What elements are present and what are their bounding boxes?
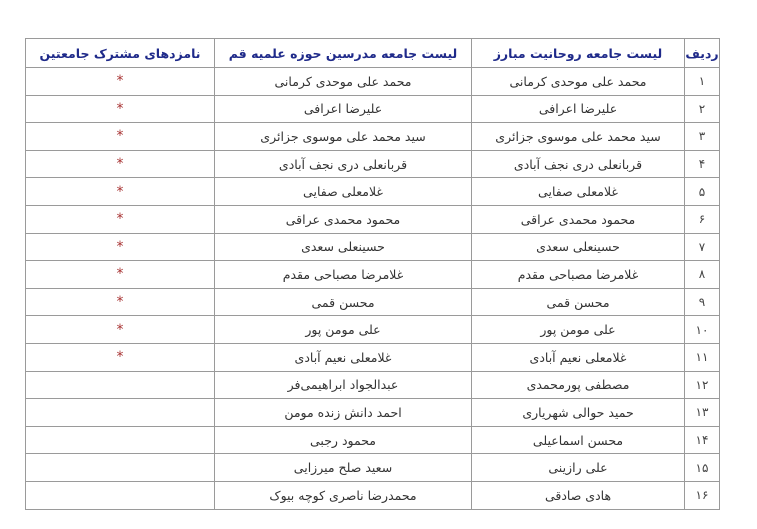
table-row: ۱۲ مصطفی پورمحمدی عبدالجواد ابراهیمی‌فر (25, 370, 720, 400)
table-row: ۱۳ حمید حوالی شهریاری احمد دانش زنده مومن (25, 398, 720, 427)
rohaniyat-candidate: حمید حوالی شهریاری (471, 398, 685, 427)
row-number: ۶ (684, 204, 720, 234)
row-number: ۷ (684, 232, 720, 262)
common-marker: * (25, 177, 215, 206)
row-number: ۱۱ (684, 342, 720, 372)
modarresin-candidate: علیرضا اعرافی (214, 94, 472, 124)
common-marker: * (25, 232, 215, 262)
header-row-number: ردیف (684, 38, 720, 68)
modarresin-candidate: محسن قمی (214, 287, 472, 317)
modarresin-candidate: محمود رجبی (214, 425, 472, 455)
rohaniyat-candidate: علی رازینی (471, 453, 685, 482)
row-number: ۱۶ (684, 480, 720, 510)
row-number: ۱۴ (684, 425, 720, 455)
rohaniyat-candidate: علیرضا اعرافی (471, 94, 685, 124)
rohaniyat-candidate: قربانعلی دری نجف آبادی (471, 149, 685, 179)
common-marker: * (25, 94, 215, 124)
modarresin-candidate: سعید صلح میرزایی (214, 453, 472, 482)
header-row: ردیف لیست جامعه روحانیت مبارز لیست جامعه… (25, 38, 720, 68)
common-marker: * (25, 287, 215, 317)
rohaniyat-candidate: مصطفی پورمحمدی (471, 370, 685, 400)
modarresin-candidate: غلامرضا مصباحی مقدم (214, 260, 472, 289)
rohaniyat-candidate: محمود محمدی عراقی (471, 204, 685, 234)
common-marker: * (25, 260, 215, 289)
rohaniyat-candidate: غلامرضا مصباحی مقدم (471, 260, 685, 289)
modarresin-candidate: حسینعلی سعدی (214, 232, 472, 262)
table-row: ۳ سید محمد علی موسوی جزائری سید محمد علی م… (25, 122, 720, 151)
table-row: ۱۶ هادی صادقی محمدرضا ناصری کوچه بیوک (25, 480, 720, 510)
modarresin-candidate: قربانعلی دری نجف آبادی (214, 149, 472, 179)
modarresin-candidate: عبدالجواد ابراهیمی‌فر (214, 370, 472, 400)
rohaniyat-candidate: محسن اسماعیلی (471, 425, 685, 455)
rohaniyat-candidate: سید محمد علی موسوی جزائری (471, 122, 685, 151)
modarresin-candidate: سید محمد علی موسوی جزائری (214, 122, 472, 151)
common-marker (25, 370, 215, 400)
row-number: ۸ (684, 260, 720, 289)
header-rohaniyat-list: لیست جامعه روحانیت مبارز (471, 38, 685, 68)
header-modarresin-list: لیست جامعه مدرسین حوزه علمیه قم (214, 38, 472, 68)
table-row: ۱۰ علی مومن پور علی مومن پور * (25, 315, 720, 344)
row-number: ۴ (684, 149, 720, 179)
row-number: ۹ (684, 287, 720, 317)
common-marker: * (25, 204, 215, 234)
modarresin-candidate: محمد علی موحدی کرمانی (214, 67, 472, 96)
table-row: ۸ غلامرضا مصباحی مقدم غلامرضا مصباحی مقدم * (25, 260, 720, 289)
table-row: ۶ محمود محمدی عراقی محمود محمدی عراقی * (25, 204, 720, 234)
common-marker (25, 398, 215, 427)
common-marker (25, 425, 215, 455)
common-marker: * (25, 315, 215, 344)
row-number: ۲ (684, 94, 720, 124)
row-number: ۵ (684, 177, 720, 206)
modarresin-candidate: غلامعلی صفایی (214, 177, 472, 206)
rohaniyat-candidate: علی مومن پور (471, 315, 685, 344)
table-row: ۱۴ محسن اسماعیلی محمود رجبی (25, 425, 720, 455)
modarresin-candidate: علی مومن پور (214, 315, 472, 344)
header-common-candidates: نامزدهای مشترک جامعتین (25, 38, 215, 68)
row-number: ۱ (684, 67, 720, 96)
table-row: ۱۱ غلامعلی نعیم آبادی غلامعلی نعیم آبادی * (25, 342, 720, 372)
table-row: ۷ حسینعلی سعدی حسینعلی سعدی * (25, 232, 720, 262)
row-number: ۱۲ (684, 370, 720, 400)
table-row: ۱ محمد علی موحدی کرمانی محمد علی موحدی کرم… (25, 67, 720, 96)
common-marker (25, 480, 215, 510)
row-number: ۱۰ (684, 315, 720, 344)
table-row: ۴ قربانعلی دری نجف آبادی قربانعلی دری نجف … (25, 149, 720, 179)
table-row: ۵ غلامعلی صفایی غلامعلی صفایی * (25, 177, 720, 206)
common-marker: * (25, 122, 215, 151)
rohaniyat-candidate: هادی صادقی (471, 480, 685, 510)
common-marker: * (25, 342, 215, 372)
row-number: ۳ (684, 122, 720, 151)
candidates-table: ردیف لیست جامعه روحانیت مبارز لیست جامعه… (25, 38, 720, 510)
common-marker (25, 453, 215, 482)
common-marker: * (25, 149, 215, 179)
common-marker: * (25, 67, 215, 96)
row-number: ۱۳ (684, 398, 720, 427)
modarresin-candidate: غلامعلی نعیم آبادی (214, 342, 472, 372)
modarresin-candidate: محمود محمدی عراقی (214, 204, 472, 234)
rohaniyat-candidate: محمد علی موحدی کرمانی (471, 67, 685, 96)
rohaniyat-candidate: غلامعلی نعیم آبادی (471, 342, 685, 372)
rohaniyat-candidate: حسینعلی سعدی (471, 232, 685, 262)
rohaniyat-candidate: محسن قمی (471, 287, 685, 317)
table-row: ۲ علیرضا اعرافی علیرضا اعرافی * (25, 94, 720, 124)
modarresin-candidate: احمد دانش زنده مومن (214, 398, 472, 427)
table-row: ۹ محسن قمی محسن قمی * (25, 287, 720, 317)
row-number: ۱۵ (684, 453, 720, 482)
rohaniyat-candidate: غلامعلی صفایی (471, 177, 685, 206)
modarresin-candidate: محمدرضا ناصری کوچه بیوک (214, 480, 472, 510)
table-row: ۱۵ علی رازینی سعید صلح میرزایی (25, 453, 720, 482)
